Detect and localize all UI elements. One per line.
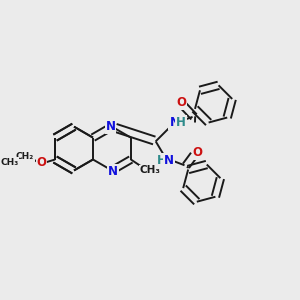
Text: N: N — [164, 154, 174, 166]
Text: N: N — [169, 116, 179, 129]
Text: O: O — [176, 96, 186, 109]
Text: O: O — [193, 146, 202, 159]
Text: CH₃: CH₃ — [140, 165, 161, 176]
Text: N: N — [106, 120, 116, 133]
Text: H: H — [157, 154, 167, 166]
Text: N: N — [108, 164, 118, 178]
Text: H: H — [176, 116, 186, 129]
Text: CH₂: CH₂ — [16, 152, 34, 161]
Text: O: O — [37, 156, 46, 169]
Text: CH₃: CH₃ — [0, 158, 18, 167]
